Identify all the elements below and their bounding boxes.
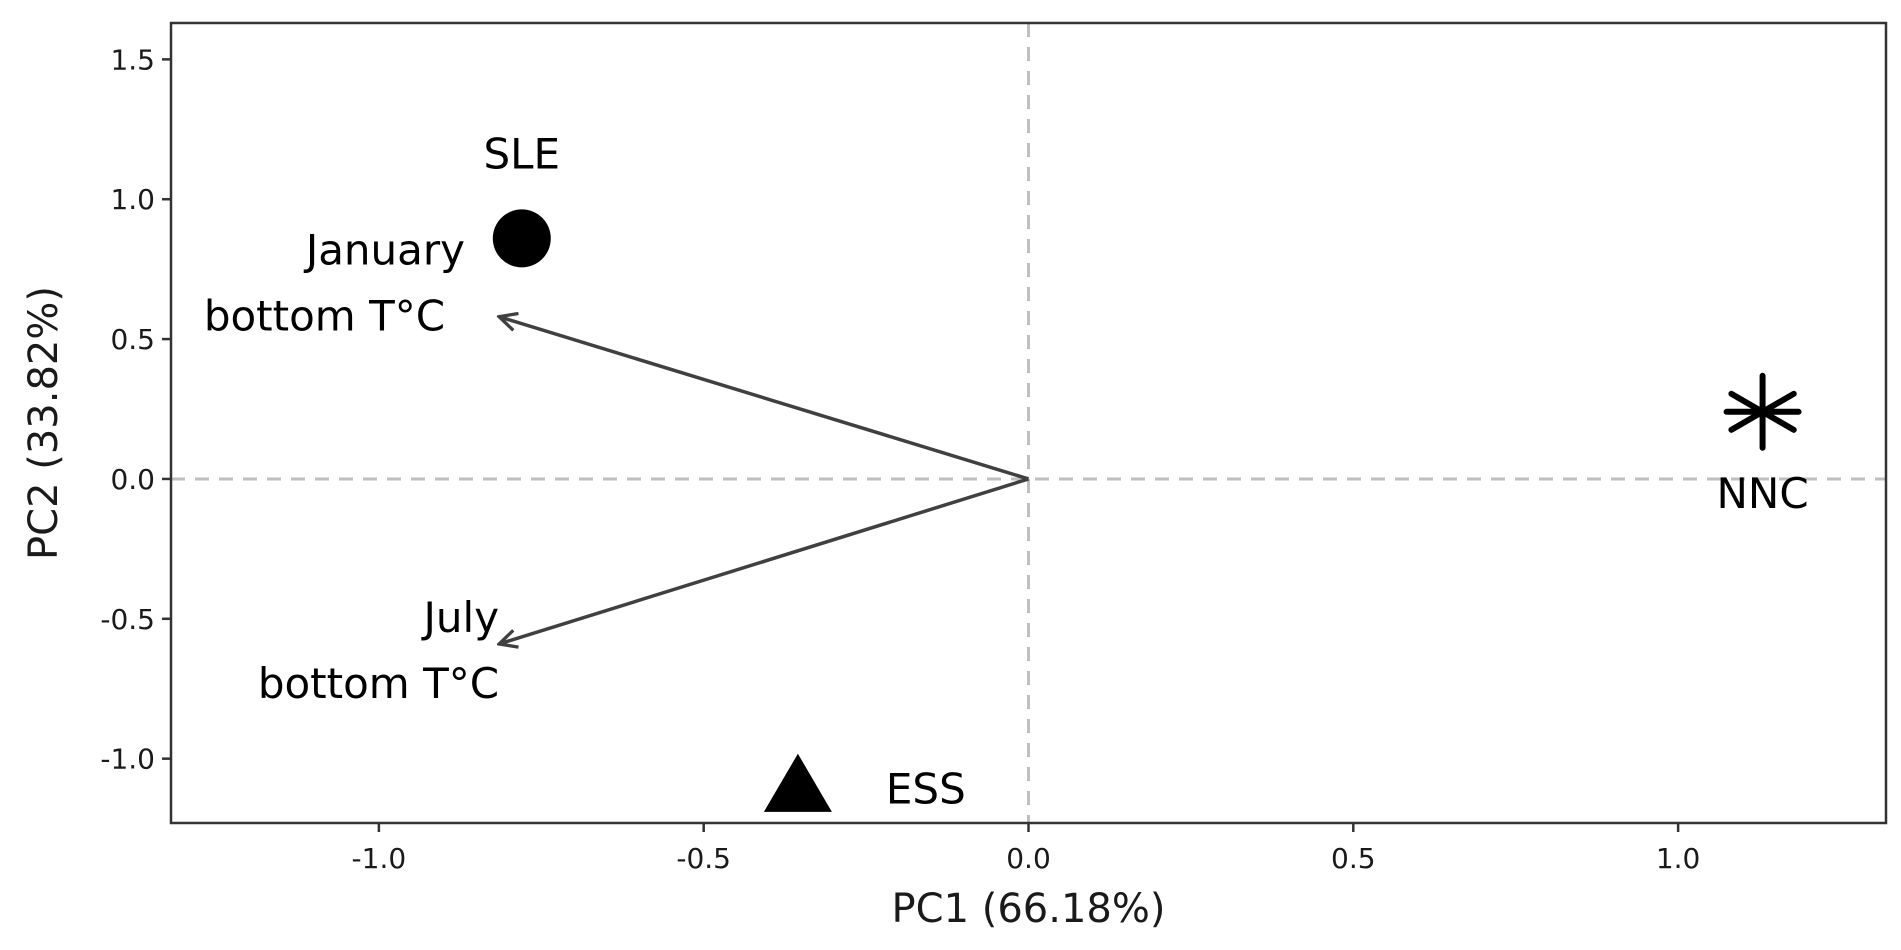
- x-axis-title: PC1 (66.18%): [892, 886, 1166, 932]
- y-tick-label: 0.5: [110, 323, 155, 356]
- reference-lines: [171, 23, 1886, 823]
- point-label: ESS: [886, 764, 966, 813]
- x-tick-label: -0.5: [676, 842, 731, 875]
- point-label: SLE: [483, 129, 560, 178]
- x-tick-label: 0.5: [1331, 842, 1376, 875]
- vector-label-line: bottom T°C: [204, 292, 445, 341]
- vector-label-line: January: [303, 226, 465, 275]
- y-tick-label: 0.0: [110, 463, 155, 496]
- y-tick-label: -1.0: [100, 743, 155, 776]
- y-tick-label: 1.0: [110, 183, 155, 216]
- y-axis-ticks: -1.0 -0.5 0.0 0.5 1.0 1.5: [100, 43, 171, 776]
- x-tick-label: 0.0: [1006, 842, 1051, 875]
- sample-points: SLE ESS NNC: [483, 129, 1808, 813]
- loading-vector-arrow: [499, 317, 1030, 481]
- y-axis-title: PC2 (33.82%): [21, 286, 67, 560]
- vector-label-line: July: [421, 593, 500, 642]
- point-nnc-asterisk: [1723, 372, 1802, 451]
- loading-vectors: January bottom T°C July bottom T°C: [204, 226, 1030, 708]
- point-ess-triangle: [763, 753, 832, 812]
- vector-label-line: bottom T°C: [258, 659, 499, 708]
- point-sle-circle: [492, 209, 551, 268]
- x-tick-label: -1.0: [352, 842, 407, 875]
- y-tick-label: 1.5: [110, 43, 155, 76]
- y-tick-label: -0.5: [100, 603, 155, 636]
- loading-vector-arrow: [499, 477, 1030, 644]
- point-label: NNC: [1716, 469, 1808, 518]
- x-axis-ticks: -1.0 -0.5 0.0 0.5 1.0: [352, 823, 1701, 875]
- x-tick-label: 1.0: [1656, 842, 1701, 875]
